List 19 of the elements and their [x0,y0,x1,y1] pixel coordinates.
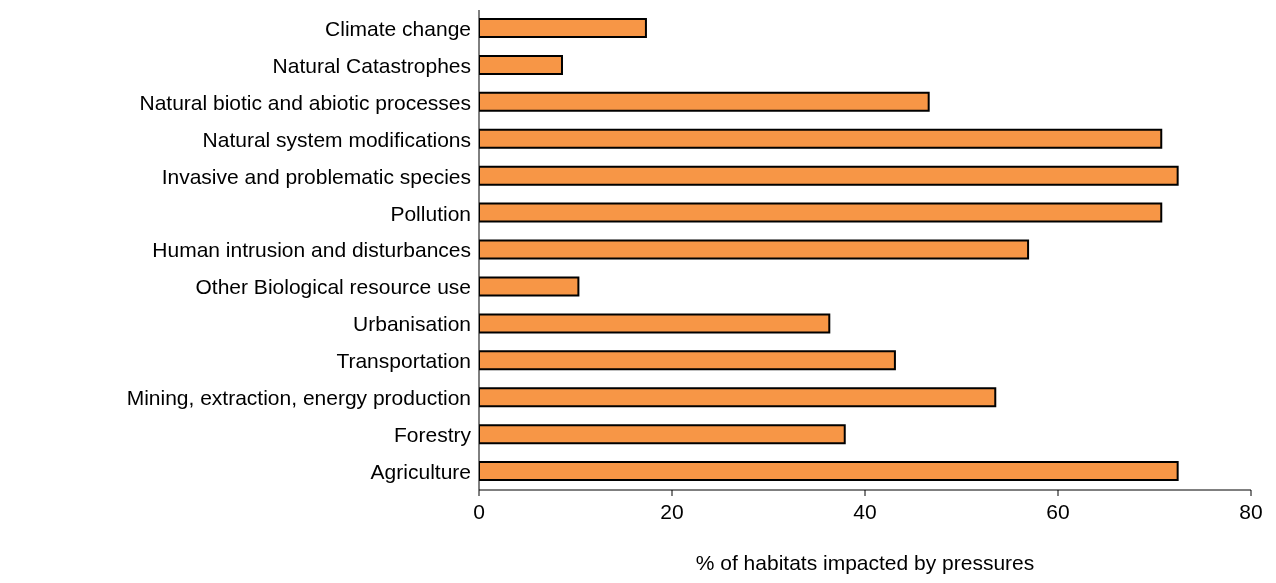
y-tick-label: Human intrusion and disturbances [152,238,471,262]
x-tick-label: 60 [1046,499,1070,523]
y-tick-label: Pollution [390,201,471,225]
y-tick-label: Natural biotic and abiotic processes [139,90,471,114]
x-axis-title: % of habitats impacted by pressures [695,551,1035,574]
x-tick-label: 20 [660,499,684,523]
y-tick-label: Natural Catastrophes [272,53,471,77]
y-tick-label: Forestry [393,423,472,447]
y-tick-label: Natural system modifications [202,127,471,151]
x-tick-label: 40 [853,499,877,523]
y-tick-label: Climate change [325,16,471,40]
y-tick-label: Urbanisation [353,312,471,336]
x-tick-label: 80 [1239,499,1263,523]
y-tick-label: Agriculture [370,459,471,483]
y-tick-label: Other Biological resource use [195,275,471,299]
y-tick-label: Transportation [336,349,471,373]
y-tick-label: Mining, extraction, energy production [126,386,471,410]
x-tick-label: 0 [473,499,485,523]
y-tick-label: Invasive and problematic species [161,164,471,188]
